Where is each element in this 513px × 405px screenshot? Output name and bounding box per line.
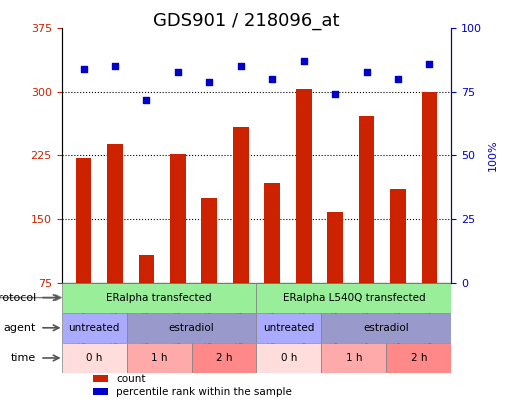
Text: ERalpha L540Q transfected: ERalpha L540Q transfected xyxy=(283,293,425,303)
FancyBboxPatch shape xyxy=(322,313,451,343)
Bar xyxy=(107,145,123,346)
Text: percentile rank within the sample: percentile rank within the sample xyxy=(116,387,292,396)
FancyBboxPatch shape xyxy=(191,343,256,373)
FancyBboxPatch shape xyxy=(386,343,451,373)
Text: 0 h: 0 h xyxy=(281,353,297,363)
Point xyxy=(236,63,245,70)
Bar xyxy=(76,158,91,346)
Bar xyxy=(390,189,406,346)
FancyBboxPatch shape xyxy=(62,343,127,373)
Bar xyxy=(264,183,280,346)
Text: untreated: untreated xyxy=(263,323,314,333)
FancyBboxPatch shape xyxy=(256,283,451,313)
Point xyxy=(300,58,308,65)
Text: 0 h: 0 h xyxy=(86,353,102,363)
FancyBboxPatch shape xyxy=(256,313,322,343)
FancyBboxPatch shape xyxy=(62,313,127,343)
Point xyxy=(425,61,433,67)
Text: count: count xyxy=(116,373,146,384)
Bar xyxy=(139,256,154,346)
Bar xyxy=(296,90,311,346)
Bar xyxy=(93,375,108,382)
Text: ERalpha transfected: ERalpha transfected xyxy=(106,293,212,303)
Text: 1 h: 1 h xyxy=(151,353,167,363)
FancyBboxPatch shape xyxy=(62,283,256,313)
Point xyxy=(111,63,119,70)
Text: estradiol: estradiol xyxy=(364,323,409,333)
Point xyxy=(268,76,277,83)
Text: 2 h: 2 h xyxy=(411,353,427,363)
Text: GDS901 / 218096_at: GDS901 / 218096_at xyxy=(153,12,340,30)
Text: agent: agent xyxy=(4,323,36,333)
Y-axis label: 100%: 100% xyxy=(488,140,498,171)
Point xyxy=(394,76,402,83)
Text: 1 h: 1 h xyxy=(346,353,362,363)
Text: 2 h: 2 h xyxy=(216,353,232,363)
Text: time: time xyxy=(11,353,36,363)
Text: protocol: protocol xyxy=(0,293,36,303)
Point xyxy=(205,79,213,85)
Point xyxy=(174,68,182,75)
Point xyxy=(80,66,88,72)
Bar xyxy=(93,388,108,395)
Bar xyxy=(422,92,437,346)
FancyBboxPatch shape xyxy=(127,343,191,373)
Point xyxy=(331,91,339,98)
Text: untreated: untreated xyxy=(68,323,120,333)
Point xyxy=(363,68,371,75)
FancyBboxPatch shape xyxy=(322,343,386,373)
Bar xyxy=(202,198,217,346)
FancyBboxPatch shape xyxy=(256,343,322,373)
Text: estradiol: estradiol xyxy=(169,323,214,333)
Bar xyxy=(170,154,186,346)
Bar xyxy=(359,115,374,346)
FancyBboxPatch shape xyxy=(127,313,256,343)
Point xyxy=(142,96,150,103)
Bar xyxy=(327,212,343,346)
Bar xyxy=(233,128,249,346)
